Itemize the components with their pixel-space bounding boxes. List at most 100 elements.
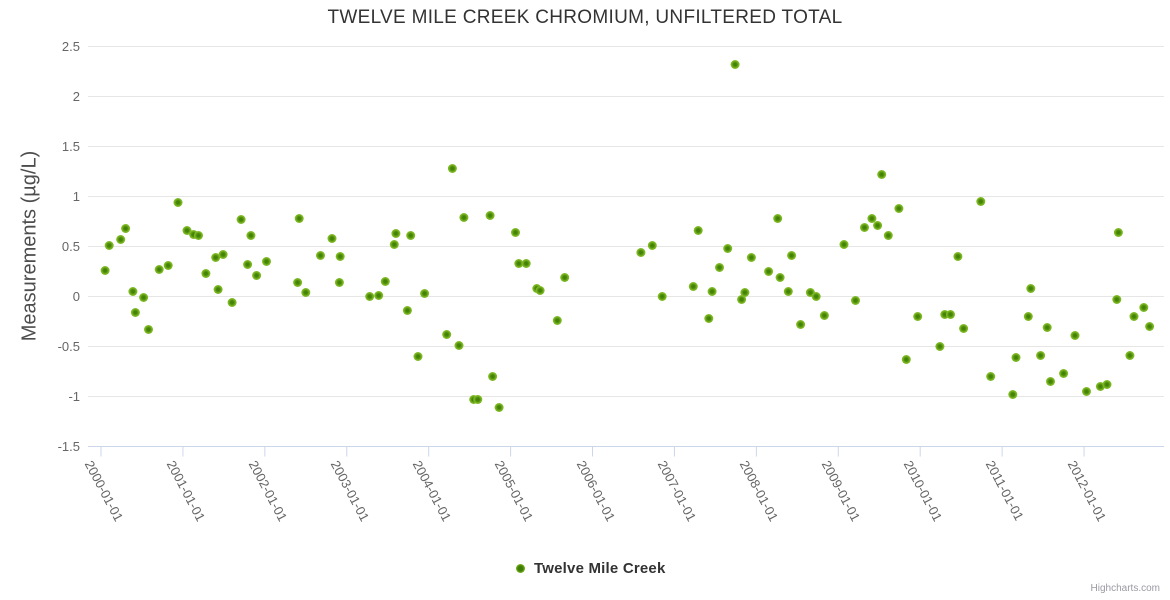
data-point[interactable] xyxy=(420,289,430,298)
data-point[interactable] xyxy=(218,250,228,259)
data-point[interactable] xyxy=(294,214,304,223)
data-point[interactable] xyxy=(128,287,138,296)
data-point[interactable] xyxy=(494,403,504,412)
data-point[interactable] xyxy=(1026,284,1036,293)
data-point[interactable] xyxy=(139,293,149,302)
data-point[interactable] xyxy=(851,296,860,305)
data-point[interactable] xyxy=(715,263,724,272)
legend-item-twelve-mile-creek[interactable]: Twelve Mile Creek xyxy=(516,560,666,577)
data-point[interactable] xyxy=(1070,331,1080,340)
data-point[interactable] xyxy=(1046,377,1055,386)
data-point[interactable] xyxy=(100,266,110,275)
data-point[interactable] xyxy=(335,252,345,261)
data-point[interactable] xyxy=(116,235,126,244)
data-point[interactable] xyxy=(252,271,262,280)
data-point[interactable] xyxy=(514,259,524,268)
data-point[interactable] xyxy=(402,306,412,315)
data-point[interactable] xyxy=(1042,323,1052,332)
data-point[interactable] xyxy=(182,226,192,235)
data-point[interactable] xyxy=(316,251,325,260)
data-point[interactable] xyxy=(211,253,221,262)
data-point[interactable] xyxy=(1011,353,1021,362)
data-point[interactable] xyxy=(764,267,774,276)
data-point[interactable] xyxy=(243,260,253,269)
data-point[interactable] xyxy=(986,372,996,381)
data-point[interactable] xyxy=(1139,303,1149,312)
data-point[interactable] xyxy=(163,261,173,270)
data-point[interactable] xyxy=(104,241,114,250)
data-point[interactable] xyxy=(775,273,785,282)
data-point[interactable] xyxy=(262,257,271,266)
data-point[interactable] xyxy=(1129,312,1139,321)
data-point[interactable] xyxy=(901,355,911,364)
data-point[interactable] xyxy=(867,214,877,223)
data-point[interactable] xyxy=(913,312,923,321)
data-point[interactable] xyxy=(374,291,384,300)
data-point[interactable] xyxy=(746,253,756,262)
data-point[interactable] xyxy=(688,282,698,291)
data-point[interactable] xyxy=(380,277,390,286)
data-point[interactable] xyxy=(406,231,416,240)
data-point[interactable] xyxy=(391,229,401,238)
data-point[interactable] xyxy=(1082,387,1091,396)
data-point[interactable] xyxy=(959,324,969,333)
data-point[interactable] xyxy=(647,241,657,250)
data-point[interactable] xyxy=(447,164,457,173)
data-point[interactable] xyxy=(976,197,986,206)
data-point[interactable] xyxy=(873,221,883,230)
data-point[interactable] xyxy=(246,231,256,240)
data-point[interactable] xyxy=(1112,295,1122,304)
data-point[interactable] xyxy=(130,308,140,317)
data-point[interactable] xyxy=(707,287,717,296)
data-point[interactable] xyxy=(883,231,893,240)
data-point[interactable] xyxy=(236,215,246,224)
data-point[interactable] xyxy=(796,320,806,329)
data-point[interactable] xyxy=(144,325,153,334)
data-point[interactable] xyxy=(723,244,733,253)
data-point[interactable] xyxy=(693,226,703,235)
data-point[interactable] xyxy=(811,292,821,301)
data-point[interactable] xyxy=(154,265,164,274)
data-point[interactable] xyxy=(1023,312,1033,321)
data-point[interactable] xyxy=(935,342,945,351)
data-point[interactable] xyxy=(535,286,545,295)
data-point[interactable] xyxy=(293,278,303,287)
data-point[interactable] xyxy=(1102,380,1112,389)
data-point[interactable] xyxy=(737,295,747,304)
data-point[interactable] xyxy=(860,223,869,232)
data-point[interactable] xyxy=(459,213,469,222)
data-point[interactable] xyxy=(511,228,520,237)
data-point[interactable] xyxy=(227,298,237,307)
data-point[interactable] xyxy=(773,214,783,223)
data-point[interactable] xyxy=(365,292,375,301)
data-point[interactable] xyxy=(521,259,531,268)
data-point[interactable] xyxy=(1008,390,1018,399)
data-point[interactable] xyxy=(442,330,452,339)
data-point[interactable] xyxy=(787,251,797,260)
data-point[interactable] xyxy=(413,352,423,361)
data-point[interactable] xyxy=(327,234,337,243)
data-point[interactable] xyxy=(1145,322,1155,331)
data-point[interactable] xyxy=(946,310,955,319)
data-point[interactable] xyxy=(1036,351,1046,360)
data-point[interactable] xyxy=(953,252,963,261)
data-point[interactable] xyxy=(894,204,904,213)
data-point[interactable] xyxy=(389,240,399,249)
highcharts-credit-link[interactable]: Highcharts.com xyxy=(1090,583,1160,594)
data-point[interactable] xyxy=(334,278,344,287)
data-point[interactable] xyxy=(1059,369,1069,378)
data-point[interactable] xyxy=(740,288,750,297)
data-point[interactable] xyxy=(819,311,829,320)
data-point[interactable] xyxy=(213,285,223,294)
data-point[interactable] xyxy=(552,316,562,325)
data-point[interactable] xyxy=(194,231,203,240)
data-point[interactable] xyxy=(485,211,495,220)
data-point[interactable] xyxy=(839,240,849,249)
data-point[interactable] xyxy=(201,269,211,278)
data-point[interactable] xyxy=(657,292,667,301)
data-point[interactable] xyxy=(560,273,570,282)
data-point[interactable] xyxy=(1125,351,1135,360)
data-point[interactable] xyxy=(704,314,714,323)
data-point[interactable] xyxy=(473,395,483,404)
data-point[interactable] xyxy=(636,248,646,257)
